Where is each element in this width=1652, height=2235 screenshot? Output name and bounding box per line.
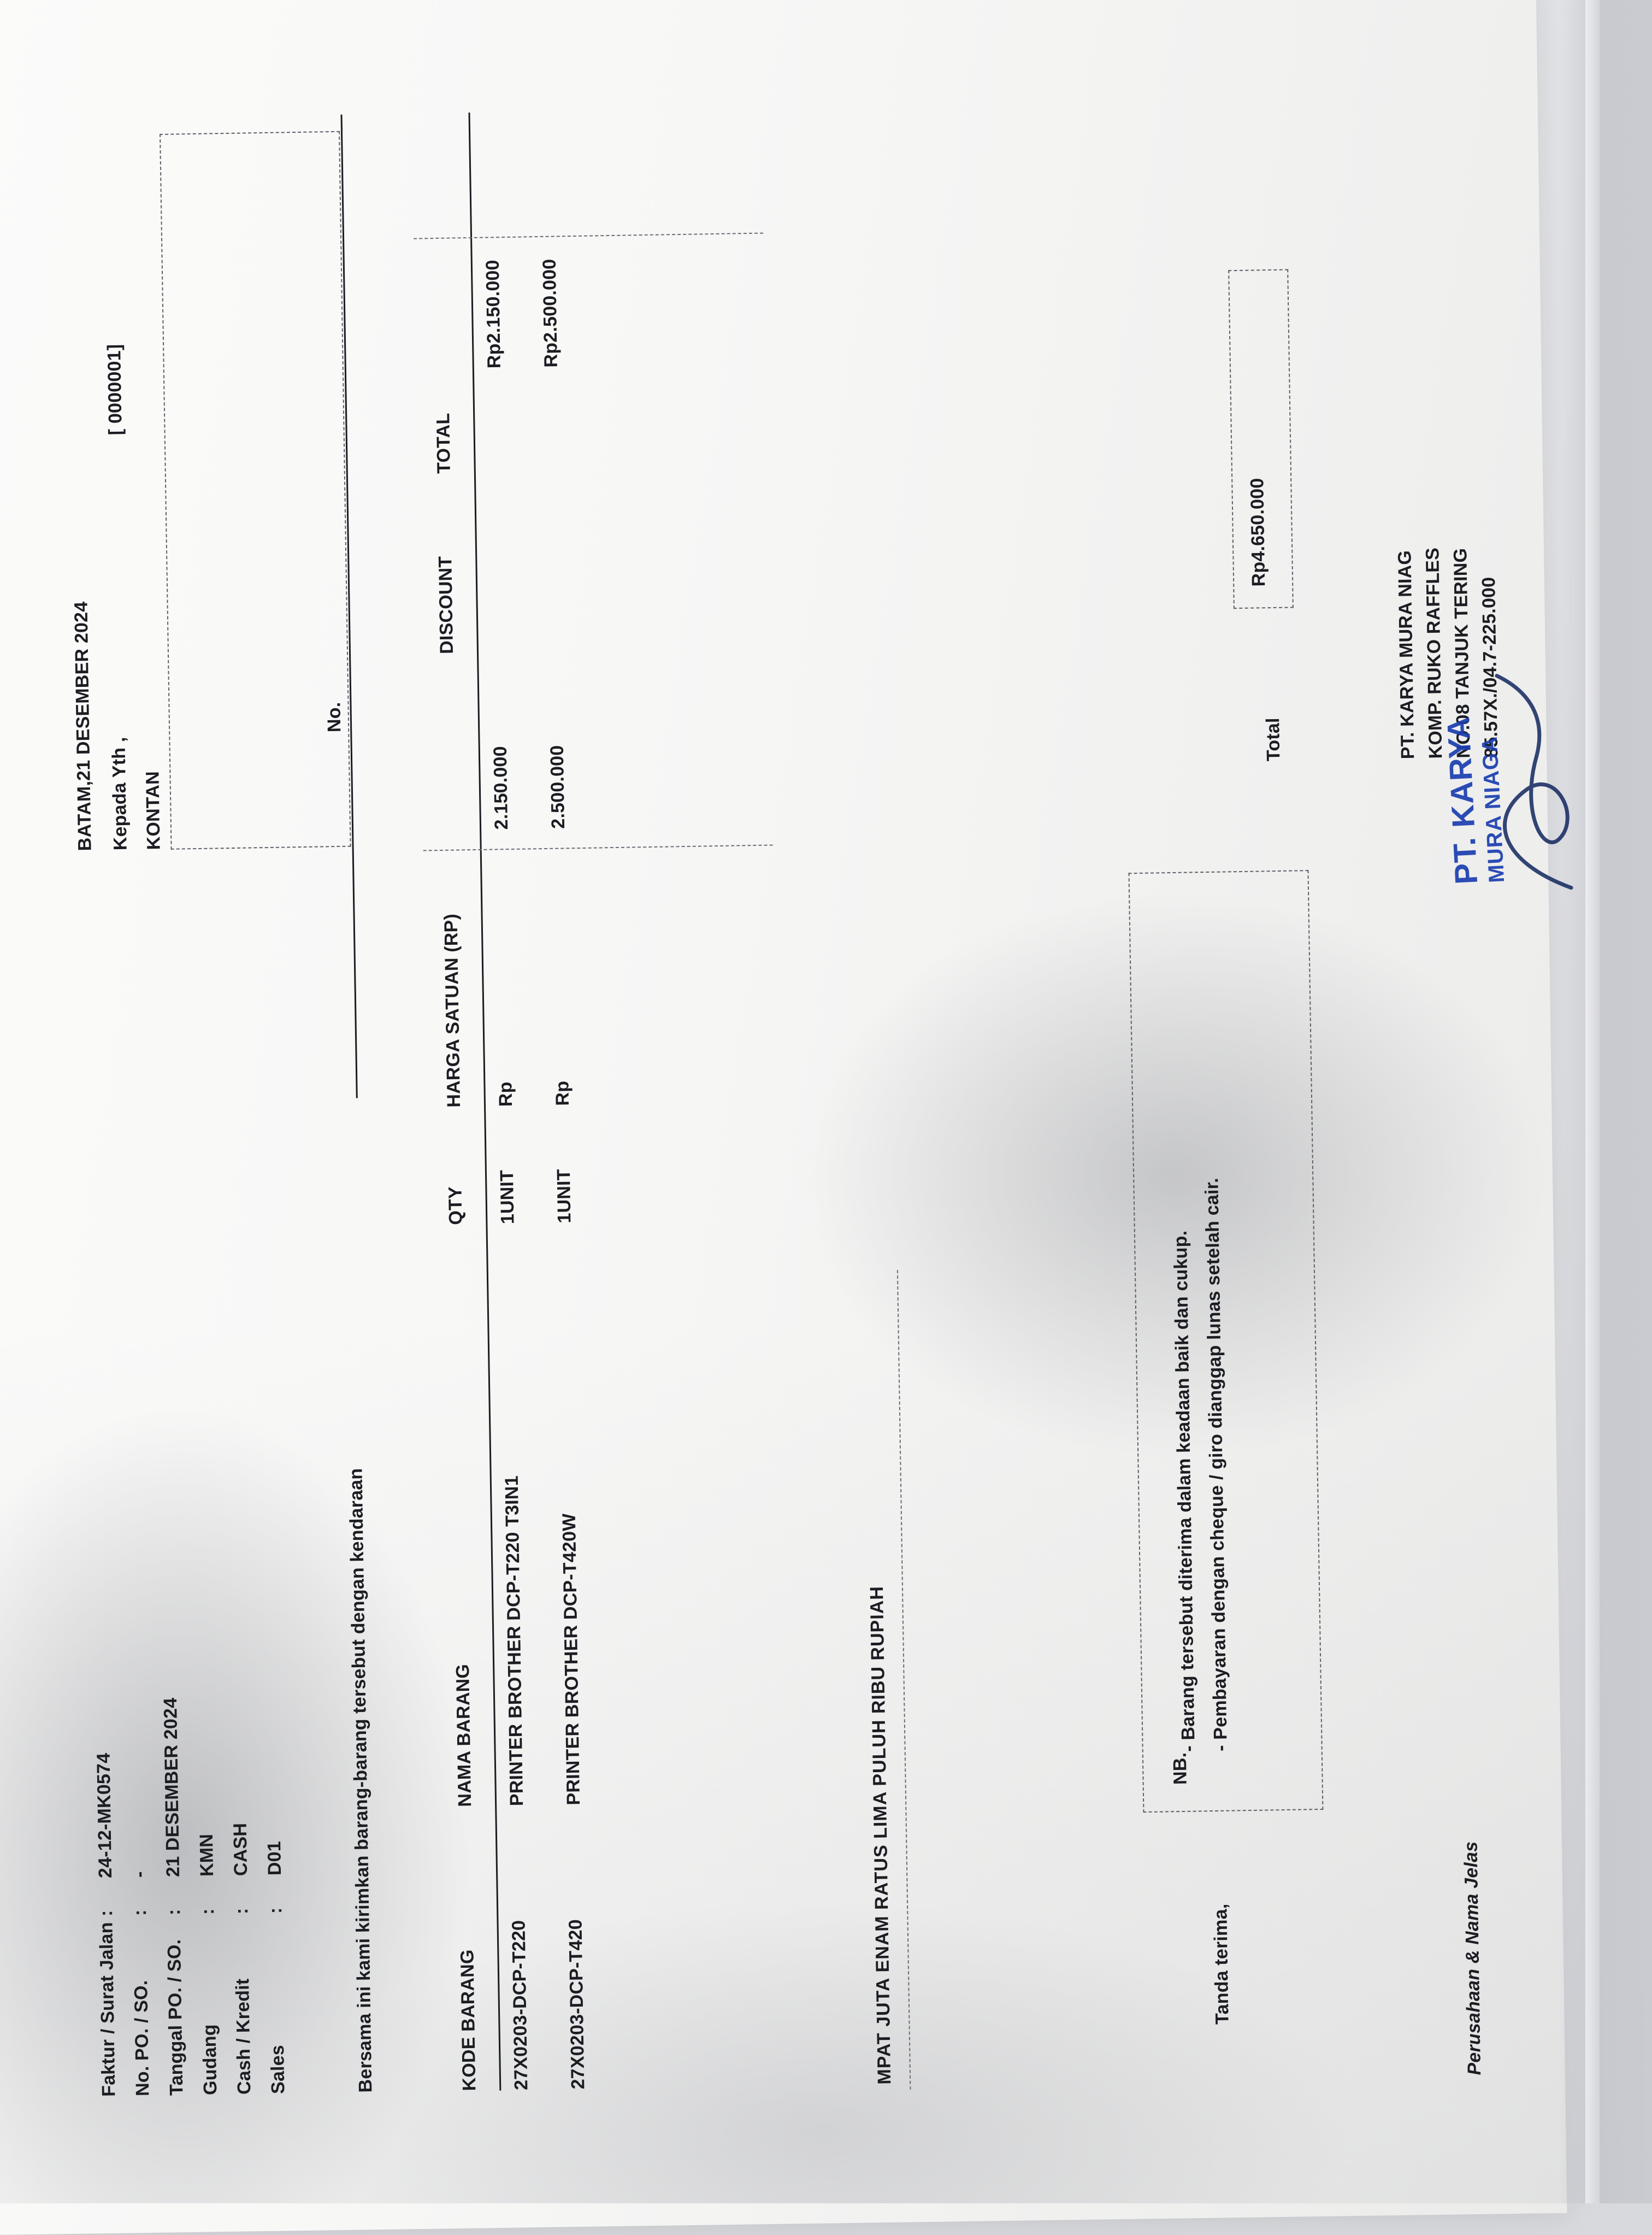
col-discount: DISCOUNT <box>435 556 458 654</box>
field-tanggal-po-so: Tanggal PO. / SO. : 21 DESEMBER 2024 <box>166 2095 200 2096</box>
row-2-qty: 1UNIT <box>553 1169 576 1224</box>
field-sales-value: D01 <box>264 1841 286 1876</box>
total-value: Rp4.650.000 <box>1247 478 1270 586</box>
field-gudang-colon: : <box>197 1908 219 1915</box>
row-2-total: Rp2.500.000 <box>539 258 564 489</box>
field-no-po-so-value: - <box>129 1871 150 1878</box>
amount-in-words: MPAT JUTA ENAM RATUS LIMA PULUH RIBU RUP… <box>866 1586 895 2085</box>
field-faktur: Faktur / Surat Jalan : 24-12-MK0574 <box>98 2096 132 2097</box>
header-recipient-block: BATAM,21 DESEMBER 2024 Kepada Yth , <box>70 601 145 851</box>
company-signature-label: Perusahaan & Nama Jelas <box>1460 1841 1485 2075</box>
field-sales-label: Sales <box>267 2045 289 2094</box>
col-qty: QTY <box>445 1186 467 1225</box>
row-2-harga: 2.500.000 <box>547 745 573 1008</box>
items-table: KODE BARANG NAMA BARANG QTY HARGA SATUAN… <box>428 111 615 2091</box>
field-faktur-value: 24-12-MK0574 <box>93 1752 117 1878</box>
field-gudang-value: KMN <box>196 1834 218 1877</box>
row-1-harga: 2.150.000 <box>490 746 516 1009</box>
recipient-code: [ 0000001] <box>104 344 127 436</box>
row-1-currency: Rp <box>495 1081 517 1107</box>
row-2-kode: 27X0203-DCP-T420 <box>565 1919 589 2090</box>
field-sales: Sales : D01 <box>268 2093 302 2094</box>
field-cash-kredit-colon: : <box>231 1908 252 1914</box>
col-harga-satuan: HARGA SATUAN (RP) <box>441 914 465 1108</box>
row-1-kode: 27X0203-DCP-T220 <box>508 1920 532 2090</box>
field-cash-kredit-value: CASH <box>230 1823 252 1877</box>
nb-block: NB. - Barang tersebut diterima dalam kea… <box>1155 1178 1238 1785</box>
payment-term: KONTAN <box>142 771 164 850</box>
col-total: TOTAL <box>433 413 455 474</box>
field-tanggal-po-so-colon: : <box>163 1909 185 1915</box>
handwritten-signature <box>1464 663 1599 901</box>
header-fields: Faktur / Surat Jalan : 24-12-MK0574 No. … <box>98 2093 302 2097</box>
field-cash-kredit-label: Cash / Kredit <box>232 1978 255 2095</box>
field-tanggal-po-so-value: 21 DESEMBER 2024 <box>160 1697 184 1877</box>
amount-in-words-rule <box>897 1270 911 2090</box>
tanda-terima-label: Tanda terima, <box>1210 1903 1233 2025</box>
field-cash-kredit: Cash / Kredit : CASH <box>234 2094 268 2095</box>
row-2-nama: PRINTER BROTHER DCP-T420W <box>559 1513 585 1805</box>
vehicle-no-label: No. <box>323 702 345 732</box>
col-kode-barang: KODE BARANG <box>457 1949 480 2091</box>
recipient-label: Kepada Yth , <box>106 601 131 850</box>
customer-address-box[interactable] <box>160 131 351 850</box>
company-line-1: PT. KARYA MURA NIAG <box>1391 548 1422 759</box>
total-label: Total <box>1262 717 1284 761</box>
field-faktur-colon: : <box>96 1910 117 1916</box>
field-faktur-label: Faktur / Surat Jalan <box>96 1922 120 2097</box>
col-nama-barang: NAMA BARANG <box>452 1664 476 1807</box>
row-2-currency: Rp <box>552 1081 574 1106</box>
field-no-po-so-colon: : <box>129 1909 151 1916</box>
row-1-total: Rp2.150.000 <box>482 260 508 490</box>
field-tanggal-po-so-label: Tanggal PO. / SO. <box>164 1939 187 2096</box>
row-1-nama: PRINTER BROTHER DCP-T220 T3IN1 <box>502 1475 528 1806</box>
delivery-intro-text: Bersama ini kami kirimkan barang-barang … <box>345 1468 376 2092</box>
field-no-po-so-label: No. PO. / SO. <box>131 1980 154 2096</box>
field-gudang-label: Gudang <box>199 2024 221 2095</box>
field-sales-colon: : <box>265 1907 286 1914</box>
invoice-document: Faktur / Surat Jalan : 24-12-MK0574 No. … <box>34 24 1619 2179</box>
row-1-qty: 1UNIT <box>497 1170 519 1225</box>
place-and-date: BATAM,21 DESEMBER 2024 <box>70 601 96 851</box>
